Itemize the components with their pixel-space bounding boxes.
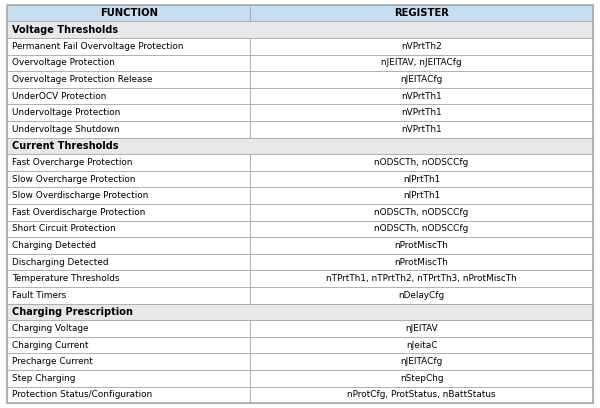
Text: Voltage Thresholds: Voltage Thresholds: [12, 25, 118, 35]
Bar: [7, 55, 250, 71]
Text: Short Circuit Protection: Short Circuit Protection: [12, 224, 116, 233]
Text: nTPrtTh1, nTPrtTh2, nTPrtTh3, nProtMiscTh: nTPrtTh1, nTPrtTh2, nTPrtTh3, nProtMiscT…: [326, 274, 517, 283]
Bar: [250, 104, 593, 121]
Text: Step Charging: Step Charging: [12, 374, 76, 383]
Text: nJeitaC: nJeitaC: [406, 341, 437, 350]
Text: nVPrtTh1: nVPrtTh1: [401, 125, 442, 134]
Text: nJEITACfg: nJEITACfg: [400, 357, 443, 366]
Text: Fast Overcharge Protection: Fast Overcharge Protection: [12, 158, 133, 167]
Bar: [7, 171, 250, 187]
Text: Current Thresholds: Current Thresholds: [12, 141, 119, 151]
Text: nVPrtTh2: nVPrtTh2: [401, 42, 442, 51]
Text: Charging Detected: Charging Detected: [12, 241, 96, 250]
Text: Permanent Fail Overvoltage Protection: Permanent Fail Overvoltage Protection: [12, 42, 184, 51]
Text: nODSCTh, nODSCCfg: nODSCTh, nODSCCfg: [374, 208, 469, 217]
Bar: [250, 337, 593, 353]
Bar: [7, 187, 250, 204]
Text: nProtMiscTh: nProtMiscTh: [395, 241, 448, 250]
Text: Slow Overdischarge Protection: Slow Overdischarge Protection: [12, 191, 148, 200]
Bar: [250, 71, 593, 88]
Text: nIPrtTh1: nIPrtTh1: [403, 175, 440, 184]
Bar: [250, 187, 593, 204]
Text: Slow Overcharge Protection: Slow Overcharge Protection: [12, 175, 136, 184]
Bar: [7, 137, 593, 154]
Text: nJEITACfg: nJEITACfg: [400, 75, 443, 84]
Bar: [7, 304, 593, 320]
Bar: [7, 104, 250, 121]
Bar: [7, 204, 250, 221]
Bar: [7, 287, 250, 304]
Bar: [7, 121, 250, 137]
Text: Fault Timers: Fault Timers: [12, 291, 66, 300]
Bar: [250, 5, 593, 22]
Bar: [7, 221, 250, 237]
Text: nJEITAV, nJEITACfg: nJEITAV, nJEITACfg: [381, 58, 462, 67]
Bar: [250, 221, 593, 237]
Text: Precharge Current: Precharge Current: [12, 357, 93, 366]
Text: UnderOCV Protection: UnderOCV Protection: [12, 92, 106, 101]
Bar: [250, 370, 593, 386]
Text: nODSCTh, nODSCCfg: nODSCTh, nODSCCfg: [374, 224, 469, 233]
Bar: [250, 287, 593, 304]
Bar: [250, 38, 593, 55]
Bar: [7, 5, 250, 22]
Bar: [7, 237, 250, 254]
Bar: [7, 386, 250, 403]
Text: Temperature Thresholds: Temperature Thresholds: [12, 274, 119, 283]
Bar: [250, 171, 593, 187]
Bar: [250, 237, 593, 254]
Text: Undervoltage Protection: Undervoltage Protection: [12, 108, 121, 117]
Text: FUNCTION: FUNCTION: [100, 8, 158, 18]
Text: Protection Status/Configuration: Protection Status/Configuration: [12, 390, 152, 399]
Text: Charging Current: Charging Current: [12, 341, 89, 350]
Bar: [7, 38, 250, 55]
Text: nProtCfg, ProtStatus, nBattStatus: nProtCfg, ProtStatus, nBattStatus: [347, 390, 496, 399]
Bar: [7, 320, 250, 337]
Text: nIPrtTh1: nIPrtTh1: [403, 191, 440, 200]
Bar: [250, 55, 593, 71]
Bar: [250, 121, 593, 137]
Text: nVPrtTh1: nVPrtTh1: [401, 108, 442, 117]
Bar: [7, 271, 250, 287]
Text: nProtMiscTh: nProtMiscTh: [395, 257, 448, 266]
Bar: [7, 71, 250, 88]
Bar: [7, 370, 250, 386]
Bar: [7, 154, 250, 171]
Text: Fast Overdischarge Protection: Fast Overdischarge Protection: [12, 208, 145, 217]
Text: Overvoltage Protection: Overvoltage Protection: [12, 58, 115, 67]
Bar: [250, 154, 593, 171]
Text: nVPrtTh1: nVPrtTh1: [401, 92, 442, 101]
Text: nODSCTh, nODSCCfg: nODSCTh, nODSCCfg: [374, 158, 469, 167]
Bar: [7, 254, 250, 271]
Text: Charging Prescription: Charging Prescription: [12, 307, 133, 317]
Text: nDelayCfg: nDelayCfg: [398, 291, 445, 300]
Bar: [7, 353, 250, 370]
Text: Undervoltage Shutdown: Undervoltage Shutdown: [12, 125, 119, 134]
Text: nJEITAV: nJEITAV: [405, 324, 438, 333]
Text: Discharging Detected: Discharging Detected: [12, 257, 109, 266]
Bar: [250, 271, 593, 287]
Text: Charging Voltage: Charging Voltage: [12, 324, 89, 333]
Text: Overvoltage Protection Release: Overvoltage Protection Release: [12, 75, 152, 84]
Text: REGISTER: REGISTER: [394, 8, 449, 18]
Bar: [7, 22, 593, 38]
Bar: [250, 254, 593, 271]
Bar: [250, 88, 593, 104]
Text: nStepChg: nStepChg: [400, 374, 443, 383]
Bar: [7, 88, 250, 104]
Bar: [250, 204, 593, 221]
Bar: [250, 386, 593, 403]
Bar: [250, 320, 593, 337]
Bar: [7, 337, 250, 353]
Bar: [250, 353, 593, 370]
